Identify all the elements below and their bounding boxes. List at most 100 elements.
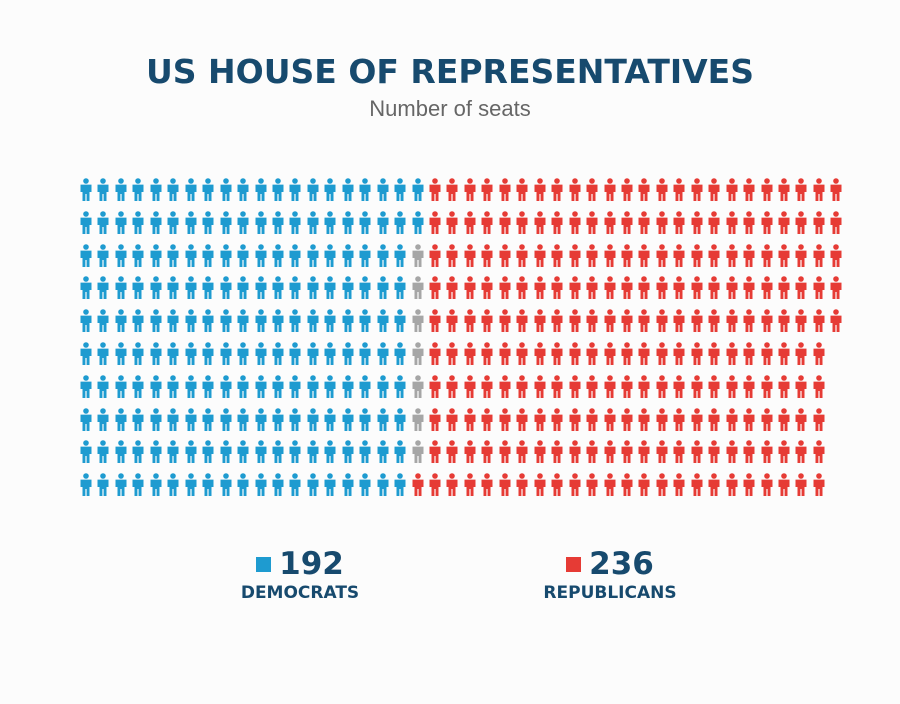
republican-seat-person-icon: [637, 210, 651, 235]
republican-seat-person-icon: [463, 342, 477, 366]
republican-seat-person-icon: [777, 309, 791, 333]
republican-seat-person-icon: [603, 243, 617, 268]
democrat-seat-person-icon: [306, 473, 320, 497]
republican-seat-person-icon: [428, 210, 442, 235]
republican-seat-person-icon: [568, 473, 582, 497]
democrat-seat-person-icon: [96, 309, 110, 333]
democrat-seat-person-icon: [236, 440, 250, 464]
democrat-seat-person-icon: [166, 407, 180, 432]
democrat-seat-person-icon: [358, 342, 372, 366]
democrat-seat-person-icon: [114, 243, 128, 268]
democrat-seat-person-icon: [376, 178, 390, 202]
republican-seat-person-icon: [812, 473, 826, 497]
democrat-seat-person-icon: [271, 178, 285, 202]
republican-seat-person-icon: [515, 440, 529, 464]
republican-seat-person-icon: [812, 178, 826, 202]
democrat-seat-person-icon: [306, 276, 320, 300]
republican-seat-person-icon: [463, 178, 477, 202]
republican-seat-person-icon: [812, 374, 826, 399]
republican-seat-person-icon: [585, 374, 599, 399]
republican-seat-person-icon: [777, 178, 791, 202]
republican-seat-person-icon: [568, 440, 582, 464]
legend-democrats: 192 DEMOCRATS: [215, 545, 385, 603]
democrat-seat-person-icon: [149, 374, 163, 399]
republican-seat-person-icon: [463, 473, 477, 497]
democrat-seat-person-icon: [79, 407, 93, 432]
republican-seat-person-icon: [794, 210, 808, 235]
democrat-seat-person-icon: [219, 374, 233, 399]
republican-seat-person-icon: [777, 407, 791, 432]
democrat-seat-person-icon: [323, 243, 337, 268]
democrat-seat-person-icon: [393, 276, 407, 300]
democrat-seat-person-icon: [219, 473, 233, 497]
republican-seat-person-icon: [672, 210, 686, 235]
democrat-seat-person-icon: [271, 407, 285, 432]
republican-seat-person-icon: [637, 440, 651, 464]
democrat-seat-person-icon: [114, 309, 128, 333]
republican-seat-person-icon: [794, 309, 808, 333]
republican-seat-person-icon: [690, 407, 704, 432]
democrat-seat-person-icon: [358, 374, 372, 399]
republican-seat-person-icon: [690, 178, 704, 202]
democrat-seat-person-icon: [341, 178, 355, 202]
democrat-seat-person-icon: [79, 342, 93, 366]
republican-seat-person-icon: [707, 309, 721, 333]
republican-seat-person-icon: [585, 309, 599, 333]
democrat-seat-person-icon: [96, 210, 110, 235]
democrat-seat-person-icon: [114, 210, 128, 235]
democrat-seat-person-icon: [79, 276, 93, 300]
republican-seat-person-icon: [742, 374, 756, 399]
republican-seat-person-icon: [777, 440, 791, 464]
democrat-seat-person-icon: [166, 276, 180, 300]
republican-seat-person-icon: [428, 440, 442, 464]
republican-seat-person-icon: [568, 309, 582, 333]
democrat-seat-person-icon: [271, 342, 285, 366]
democrat-seat-person-icon: [393, 210, 407, 235]
republican-seat-person-icon: [672, 276, 686, 300]
democrat-seat-person-icon: [254, 309, 268, 333]
republican-seat-person-icon: [498, 440, 512, 464]
republican-seat-person-icon: [655, 473, 669, 497]
republican-seat-person-icon: [533, 178, 547, 202]
republican-seat-person-icon: [794, 440, 808, 464]
democrat-seat-person-icon: [254, 407, 268, 432]
republican-seat-person-icon: [655, 178, 669, 202]
republican-seat-person-icon: [515, 342, 529, 366]
republican-seat-person-icon: [515, 178, 529, 202]
republican-seat-person-icon: [794, 407, 808, 432]
republican-seat-person-icon: [725, 473, 739, 497]
republican-seat-person-icon: [445, 342, 459, 366]
republican-seat-person-icon: [760, 210, 774, 235]
republican-seat-person-icon: [445, 407, 459, 432]
republican-seat-person-icon: [637, 276, 651, 300]
democrats-label: DEMOCRATS: [240, 583, 360, 603]
republican-seat-person-icon: [445, 374, 459, 399]
republican-seat-person-icon: [480, 243, 494, 268]
democrat-seat-person-icon: [219, 309, 233, 333]
democrat-seat-person-icon: [166, 374, 180, 399]
republican-seat-person-icon: [515, 309, 529, 333]
republican-seat-person-icon: [603, 440, 617, 464]
democrat-seat-person-icon: [411, 210, 425, 235]
republican-seat-person-icon: [603, 473, 617, 497]
democrat-seat-person-icon: [376, 210, 390, 235]
republican-seat-person-icon: [603, 407, 617, 432]
republican-seat-person-icon: [480, 210, 494, 235]
republican-seat-person-icon: [603, 309, 617, 333]
republican-seat-person-icon: [585, 342, 599, 366]
republican-seat-person-icon: [568, 178, 582, 202]
democrat-seat-person-icon: [323, 276, 337, 300]
republican-seat-person-icon: [672, 473, 686, 497]
republican-seat-person-icon: [498, 178, 512, 202]
republican-seat-person-icon: [620, 309, 634, 333]
democrat-seat-person-icon: [271, 440, 285, 464]
republican-seat-person-icon: [480, 407, 494, 432]
democrat-seat-person-icon: [323, 407, 337, 432]
democrat-seat-person-icon: [114, 440, 128, 464]
democrat-seat-person-icon: [219, 440, 233, 464]
republican-seat-person-icon: [550, 440, 564, 464]
republican-seat-person-icon: [533, 473, 547, 497]
republican-seat-person-icon: [760, 309, 774, 333]
democrat-seat-person-icon: [254, 276, 268, 300]
democrat-seat-person-icon: [96, 243, 110, 268]
